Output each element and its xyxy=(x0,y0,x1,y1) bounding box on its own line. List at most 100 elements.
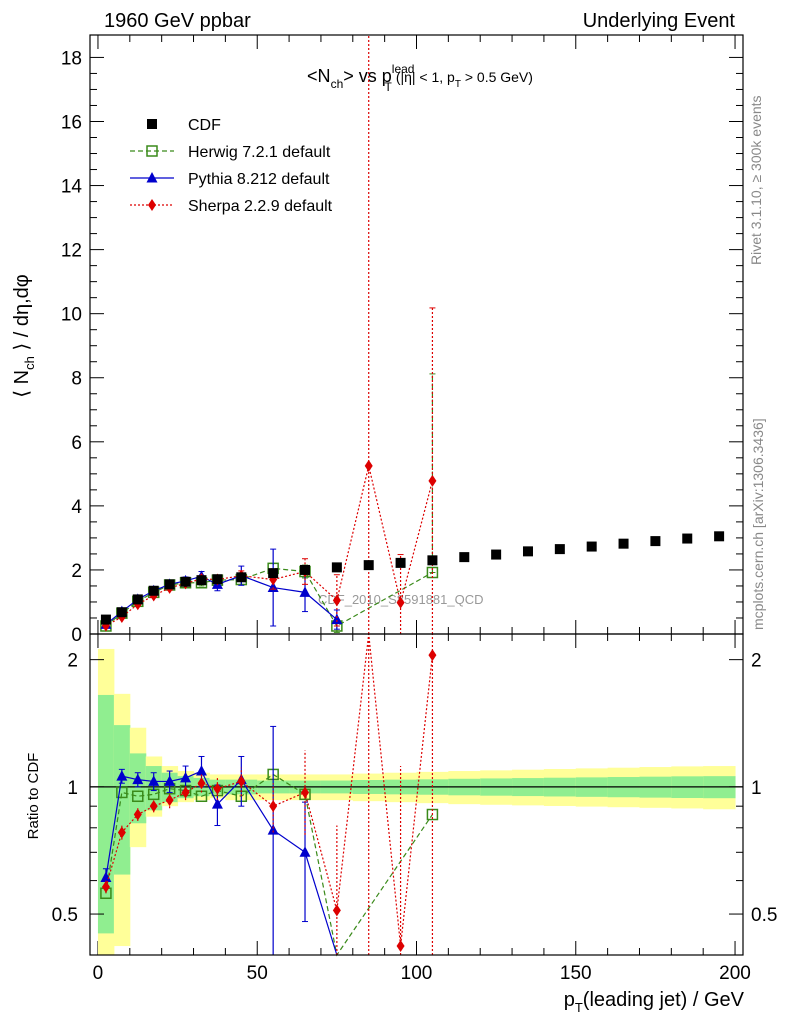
legend-label: CDF xyxy=(188,117,221,134)
ratio-data-point xyxy=(301,786,310,799)
main-y-tick-label: 14 xyxy=(61,177,83,198)
data-point xyxy=(714,531,725,542)
main-y-tick-label: 8 xyxy=(71,369,82,390)
data-point xyxy=(650,536,661,547)
data-point xyxy=(554,544,565,555)
data-point xyxy=(364,459,373,472)
ratio-data-point xyxy=(269,800,278,813)
ratio-data-point xyxy=(299,846,311,857)
x-tick-label: 150 xyxy=(560,963,592,984)
ratio-y-tick-label: 2 xyxy=(67,651,78,672)
ratio-data-point xyxy=(148,775,160,786)
ratio-data-point xyxy=(116,770,128,781)
x-axis-label: pT(leading jet) / GeV xyxy=(564,989,745,1015)
ratio-data-point xyxy=(132,790,144,803)
data-point xyxy=(586,541,597,552)
ratio-data-point xyxy=(100,871,112,883)
ratio-data-point xyxy=(117,826,126,839)
ratio-data-point xyxy=(237,775,246,788)
header-left: 1960 GeV ppbar xyxy=(104,10,251,32)
ratio-data-point xyxy=(332,904,341,917)
main-series-pythia xyxy=(100,548,343,630)
data-point xyxy=(300,564,311,575)
data-point xyxy=(212,574,223,585)
data-point xyxy=(682,533,693,544)
ratio-data-point xyxy=(195,765,207,776)
main-y-tick-label: 10 xyxy=(61,305,82,326)
main-ylabel: ⟨ Nch ⟩ / dη,dφ xyxy=(11,274,37,398)
legend-marker xyxy=(146,145,158,157)
legend-marker xyxy=(147,119,157,129)
x-tick-label: 200 xyxy=(719,963,751,984)
ratio-data-point xyxy=(267,824,279,835)
ratio-band-inner xyxy=(129,753,147,824)
series-line xyxy=(105,465,434,627)
main-y-tick-label: 4 xyxy=(71,497,82,518)
x-tick-label: 0 xyxy=(93,963,104,984)
main-y-tick-label: 0 xyxy=(71,625,82,646)
ratio-data-point xyxy=(428,649,437,662)
data-point xyxy=(396,596,405,609)
ratio-data-point xyxy=(213,782,222,795)
main-series-cdf xyxy=(100,531,725,625)
main-y-tick-label: 16 xyxy=(61,112,82,133)
ratio-data-point xyxy=(116,786,128,799)
data-point xyxy=(428,474,437,487)
ratio-data-point xyxy=(197,777,206,790)
main-y-tick-label: 2 xyxy=(71,561,82,582)
data-point xyxy=(459,552,470,563)
data-point xyxy=(236,572,247,583)
ratio-y-tick-label: 1 xyxy=(67,778,78,799)
data-point xyxy=(116,607,127,618)
ratio-y-tick-label-right: 2 xyxy=(751,651,762,672)
ratio-data-point xyxy=(132,773,144,785)
x-tick-label: 100 xyxy=(401,963,433,984)
ratio-series-sherpa xyxy=(101,633,437,955)
ratio-band-inner xyxy=(113,725,131,875)
ratio-data-point xyxy=(211,798,223,809)
x-tick-label: 50 xyxy=(247,963,268,984)
legend-label: Herwig 7.2.1 default xyxy=(188,144,331,161)
legend-label: Sherpa 2.2.9 default xyxy=(188,198,333,215)
legend-marker xyxy=(148,199,156,211)
data-point xyxy=(100,614,111,625)
data-point xyxy=(164,579,175,590)
data-point xyxy=(268,568,279,579)
ratio-ylabel: Ratio to CDF xyxy=(25,753,42,840)
legend-label: Pythia 8.212 default xyxy=(188,171,330,188)
main-y-tick-label: 6 xyxy=(71,433,82,454)
data-point xyxy=(132,594,143,605)
legend: CDF Herwig 7.2.1 default Pythia 8.212 defa… xyxy=(130,117,333,215)
ratio-series-line xyxy=(105,773,433,957)
ratio-data-point xyxy=(165,794,174,807)
ratio-data-point xyxy=(133,808,142,821)
data-point xyxy=(363,560,374,571)
ratio-y-tick-label-right: 1 xyxy=(751,778,762,799)
side-label-mcplots: mcplots.cern.ch [arXiv:1306.3436] xyxy=(750,418,766,630)
data-point xyxy=(331,613,343,625)
main-plot-area: 0 2 4 6 8 10 12 14 16 18 xyxy=(61,34,743,646)
ratio-y-tick-label-right: 0.5 xyxy=(751,905,777,926)
data-point xyxy=(618,538,629,549)
ratio-data-point xyxy=(396,940,405,953)
data-point xyxy=(491,549,502,560)
data-point xyxy=(332,594,341,607)
main-y-tick-label: 12 xyxy=(61,241,82,262)
legend-marker xyxy=(146,172,158,183)
data-point xyxy=(331,562,342,573)
main-y-tick-label: 18 xyxy=(61,48,82,69)
data-point xyxy=(180,576,191,587)
data-point xyxy=(196,575,207,586)
main-title: <Nch> vs plead T(|η| < 1, pT > 0.5 GeV) xyxy=(307,62,533,94)
data-point xyxy=(299,586,311,597)
ratio-plot-frame xyxy=(89,633,744,956)
ratio-data-point xyxy=(101,880,110,893)
ratio-y-tick-label: 0.5 xyxy=(52,905,78,926)
header-right: Underlying Event xyxy=(583,10,736,32)
data-point xyxy=(395,557,406,568)
ratio-data-point xyxy=(164,775,176,786)
side-label-rivet: Rivet 3.1.10, ≥ 300k events xyxy=(748,95,764,265)
data-point xyxy=(522,546,533,557)
ratio-data-point xyxy=(181,786,190,799)
